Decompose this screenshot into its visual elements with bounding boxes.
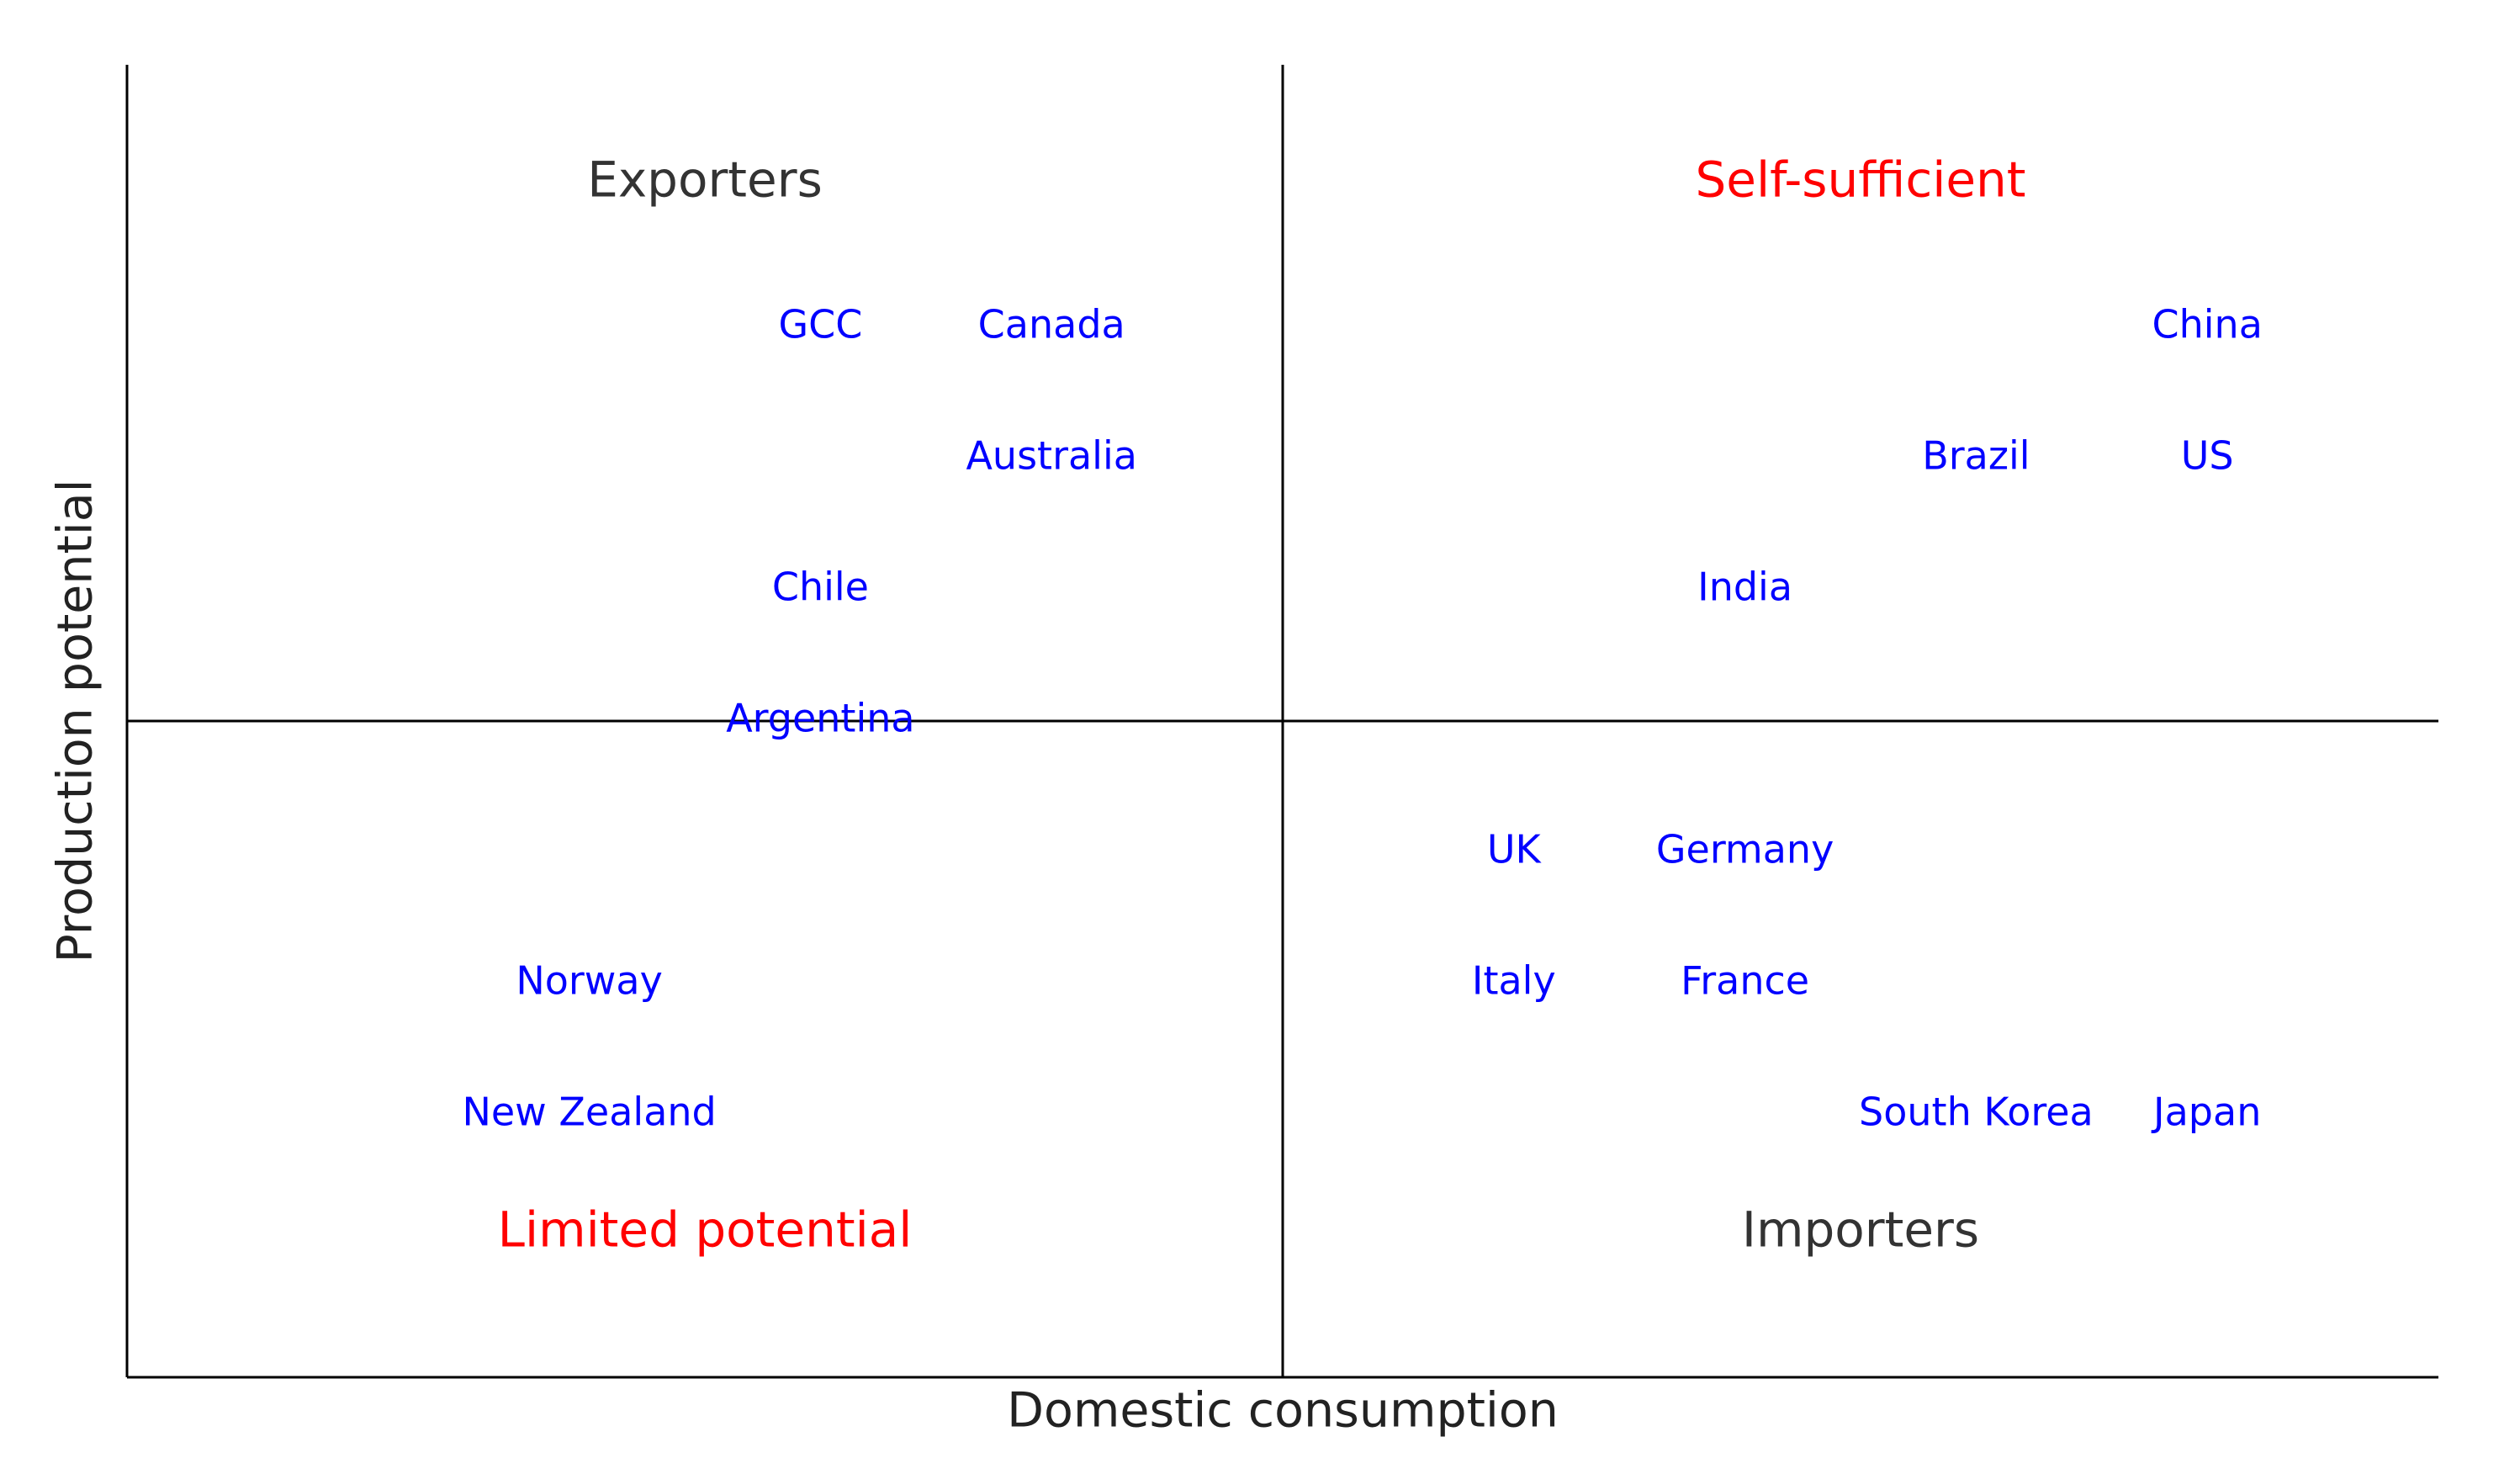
country-label: Brazil (1922, 433, 2030, 479)
country-label: Germany (1656, 827, 1834, 872)
country-label: Italy (1472, 958, 1556, 1004)
country-label: GCC (778, 302, 862, 347)
country-label: US (2181, 433, 2234, 479)
quadrant-label: Limited potential (498, 1201, 913, 1259)
country-label: South Korea (1859, 1090, 2094, 1135)
country-label: Canada (978, 302, 1125, 347)
quadrant-label: Importers (1742, 1201, 1979, 1259)
country-label: UK (1487, 827, 1543, 872)
country-label: Argentina (726, 696, 914, 741)
country-label: Norway (516, 958, 663, 1004)
country-label: France (1681, 958, 1809, 1004)
y-axis-label: Production potential (48, 480, 103, 963)
country-label: Australia (966, 433, 1136, 479)
quadrant-label: Self-sufficient (1695, 151, 2025, 209)
country-label: India (1697, 565, 1792, 610)
country-label: Japan (2151, 1090, 2261, 1135)
x-axis-label: Domestic consumption (1007, 1383, 1559, 1439)
country-label: China (2152, 302, 2262, 347)
country-label: Chile (772, 565, 869, 610)
country-label: New Zealand (462, 1090, 716, 1135)
quadrant-label: Exporters (587, 151, 823, 209)
